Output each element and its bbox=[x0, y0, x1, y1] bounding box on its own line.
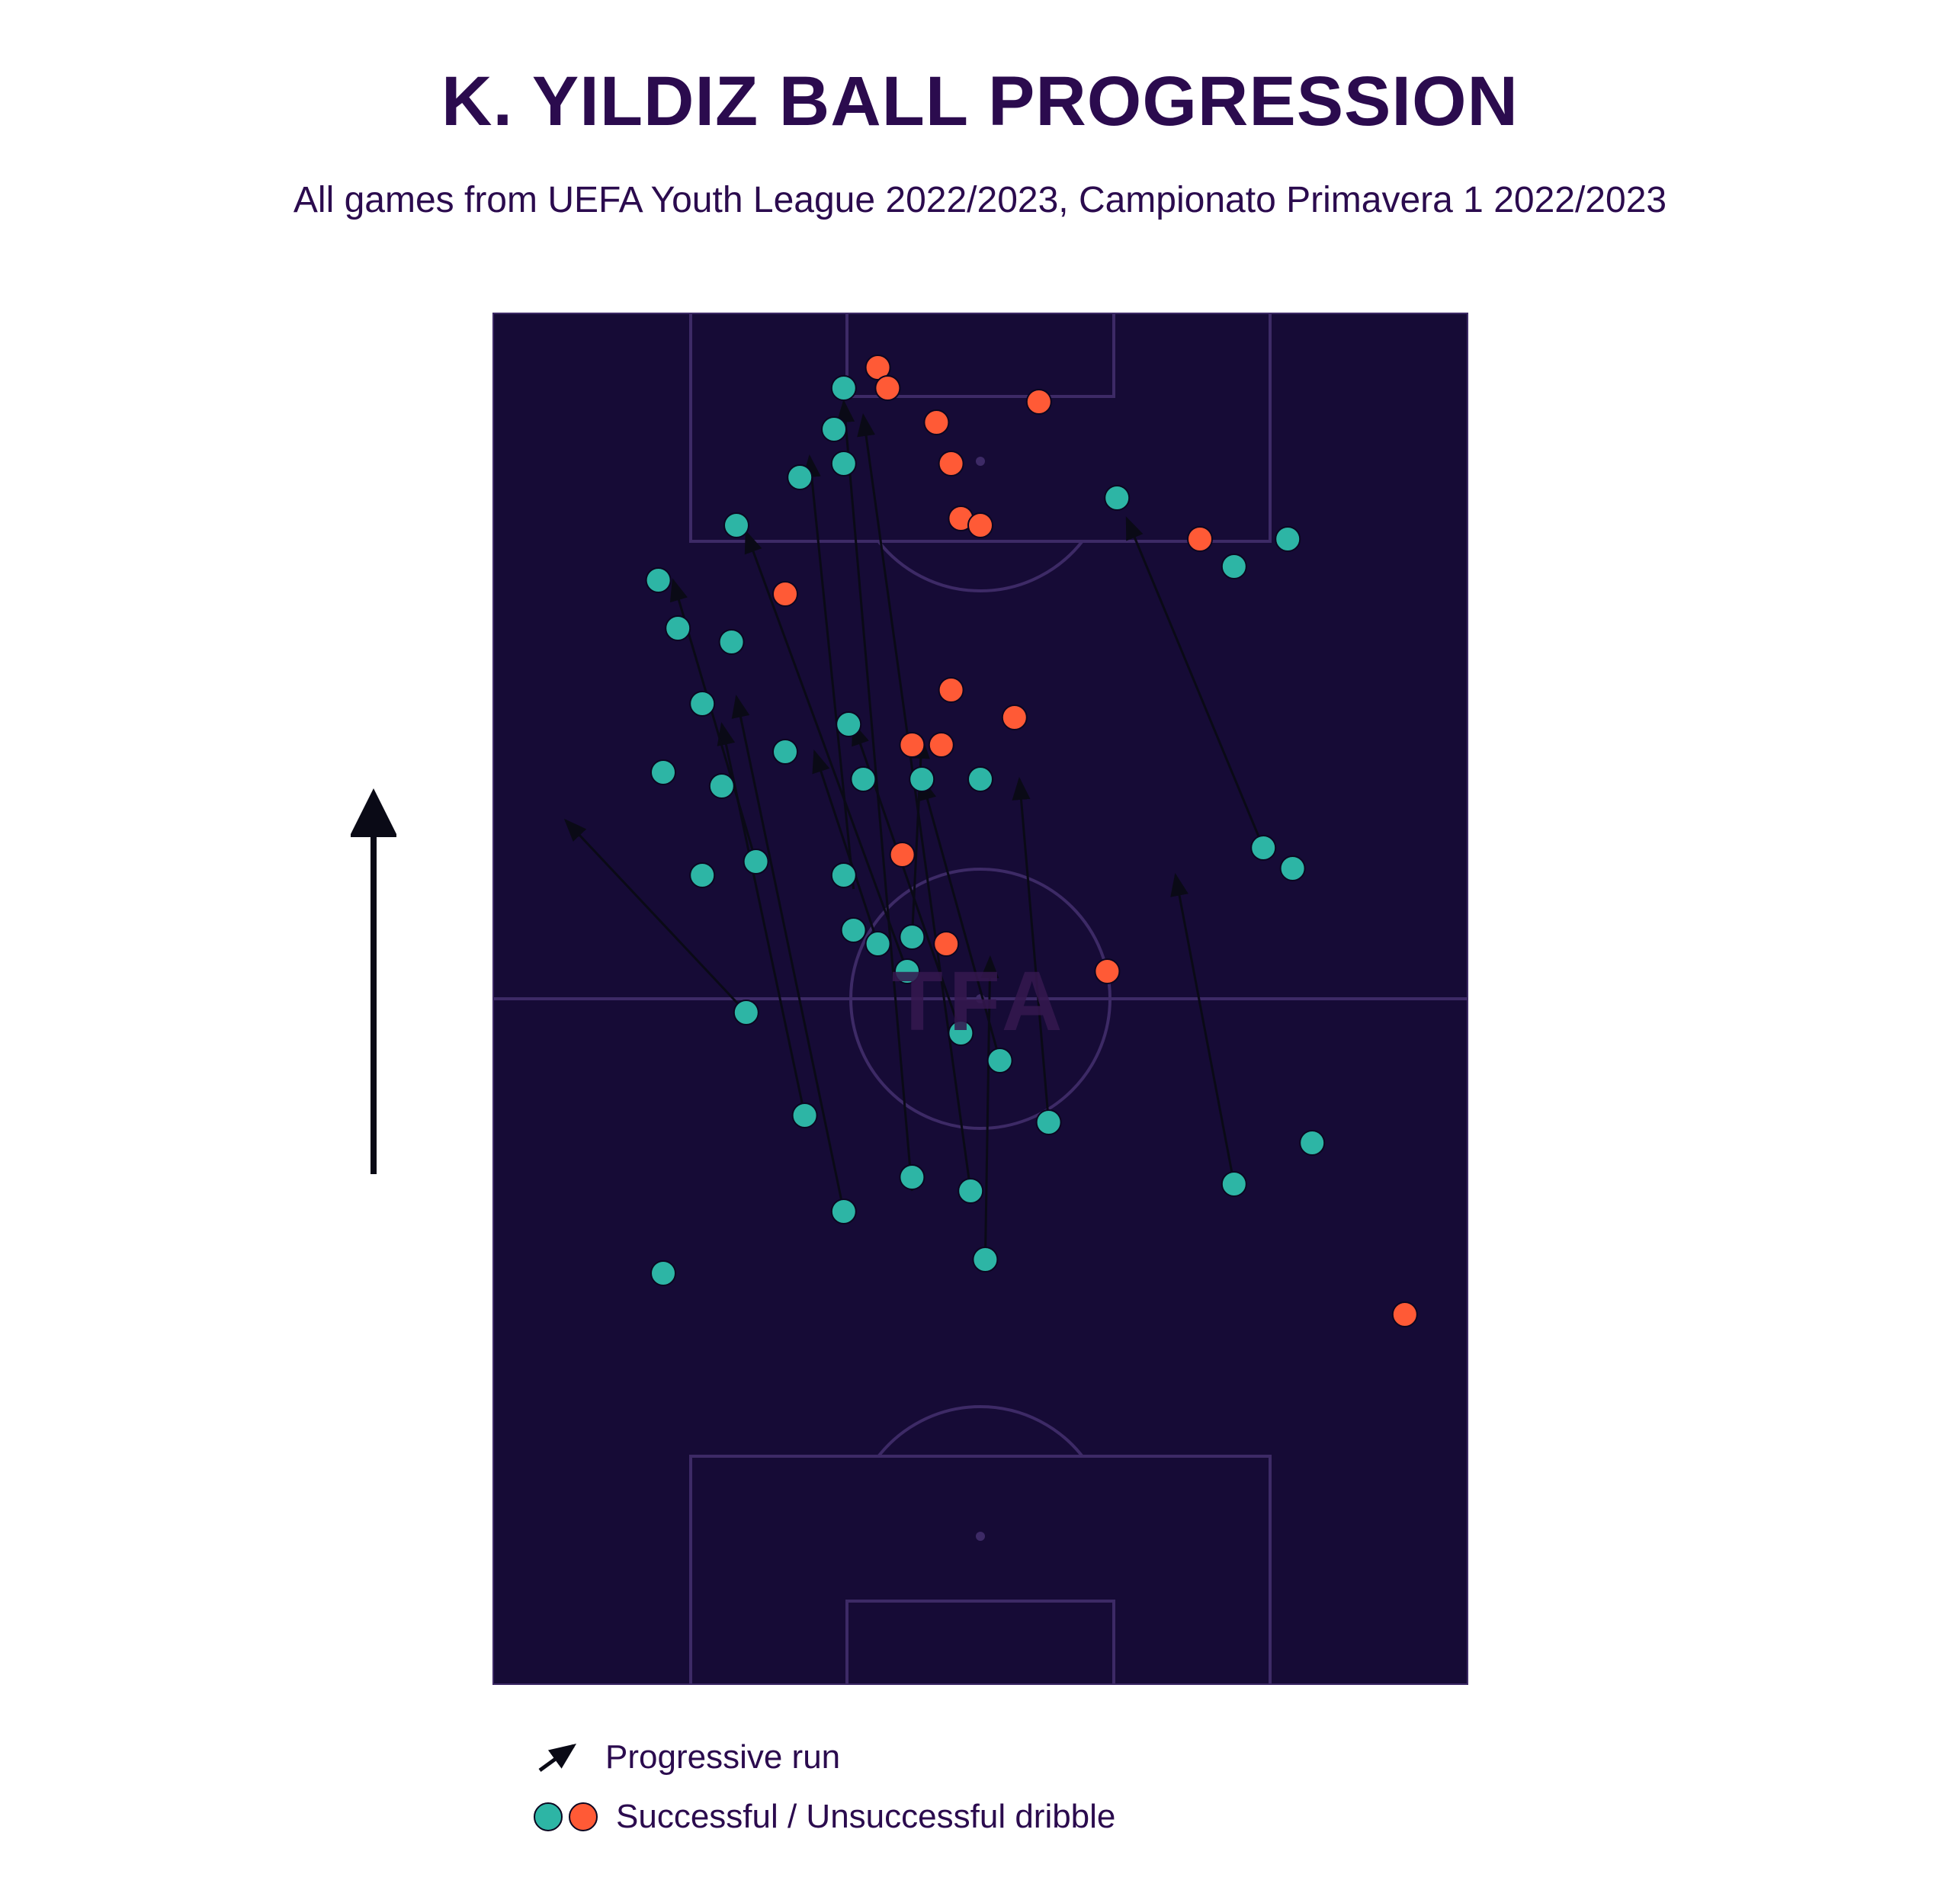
successful-dribble-dot bbox=[851, 767, 875, 791]
chart-title: K. YILDIZ BALL PROGRESSION bbox=[0, 65, 1960, 139]
successful-dribble-dot bbox=[651, 760, 675, 785]
legend-row-progressive-run: Progressive run bbox=[534, 1738, 1115, 1776]
successful-dribble-dot bbox=[666, 616, 690, 640]
unsuccessful-dribble-dot bbox=[773, 582, 797, 606]
successful-dribble-dot bbox=[646, 568, 670, 592]
successful-dribble-dot bbox=[831, 1199, 855, 1224]
unsuccessful-dribble-dot bbox=[1392, 1302, 1416, 1327]
legend: Progressive run Successful / Unsuccessfu… bbox=[534, 1738, 1115, 1857]
successful-dribble-dot bbox=[1221, 1172, 1246, 1196]
attack-direction-arrow-icon bbox=[351, 785, 396, 1182]
unsuccessful-dribble-dot bbox=[929, 733, 953, 757]
legend-label-run: Progressive run bbox=[605, 1738, 840, 1776]
successful-dribble-dot bbox=[651, 1261, 675, 1285]
legend-dot-success-icon bbox=[534, 1802, 563, 1831]
successful-dribble-dot bbox=[948, 1021, 973, 1045]
unsuccessful-dribble-dot bbox=[938, 451, 963, 476]
successful-dribble-dot bbox=[973, 1247, 997, 1272]
unsuccessful-dribble-dot bbox=[890, 842, 914, 867]
successful-dribble-dot bbox=[958, 1179, 983, 1203]
unsuccessful-dribble-dot bbox=[934, 932, 958, 956]
unsuccessful-dribble-dot bbox=[938, 678, 963, 702]
unsuccessful-dribble-dot bbox=[1095, 959, 1119, 984]
successful-dribble-dot bbox=[1251, 836, 1275, 860]
unsuccessful-dribble-dot bbox=[1026, 390, 1051, 414]
successful-dribble-dot bbox=[968, 767, 993, 791]
unsuccessful-dribble-dot bbox=[924, 410, 948, 435]
successful-dribble-dot bbox=[1221, 554, 1246, 579]
successful-dribble-dot bbox=[822, 417, 846, 441]
legend-arrow-icon bbox=[534, 1738, 587, 1776]
successful-dribble-dot bbox=[719, 630, 743, 654]
legend-row-dribble: Successful / Unsuccessful dribble bbox=[534, 1798, 1115, 1836]
successful-dribble-dot bbox=[831, 376, 855, 400]
unsuccessful-dribble-dot bbox=[1188, 527, 1212, 551]
unsuccessful-dribble-dot bbox=[875, 376, 900, 400]
successful-dribble-dot bbox=[831, 863, 855, 887]
successful-dribble-dot bbox=[865, 932, 890, 956]
successful-dribble-dot bbox=[1275, 527, 1300, 551]
successful-dribble-dot bbox=[733, 1000, 758, 1025]
successful-dribble-dot bbox=[900, 1165, 924, 1189]
successful-dribble-dot bbox=[724, 513, 749, 538]
legend-label-dribble: Successful / Unsuccessful dribble bbox=[616, 1798, 1115, 1836]
successful-dribble-dot bbox=[690, 863, 714, 887]
successful-dribble-dot bbox=[743, 849, 768, 874]
successful-dribble-dot bbox=[788, 465, 812, 489]
successful-dribble-dot bbox=[831, 451, 855, 476]
successful-dribble-dot bbox=[900, 925, 924, 949]
successful-dribble-dot bbox=[1300, 1131, 1324, 1155]
successful-dribble-dot bbox=[841, 918, 865, 942]
unsuccessful-dribble-dot bbox=[900, 733, 924, 757]
successful-dribble-dot bbox=[773, 740, 797, 764]
successful-dribble-dot bbox=[792, 1103, 816, 1128]
successful-dribble-dot bbox=[909, 767, 934, 791]
successful-dribble-dot bbox=[987, 1048, 1012, 1073]
successful-dribble-dot bbox=[895, 959, 919, 984]
unsuccessful-dribble-dot bbox=[1002, 705, 1026, 730]
chart-subtitle: All games from UEFA Youth League 2022/20… bbox=[0, 179, 1960, 221]
successful-dribble-dot bbox=[690, 692, 714, 716]
successful-dribble-dot bbox=[1280, 856, 1304, 881]
successful-dribble-dot bbox=[1105, 486, 1129, 510]
successful-dribble-dot bbox=[1036, 1110, 1060, 1134]
successful-dribble-dot bbox=[836, 712, 861, 736]
pitch-container: TFA bbox=[492, 313, 1468, 1685]
successful-dribble-dot bbox=[709, 774, 733, 798]
legend-dot-fail-icon bbox=[569, 1802, 598, 1831]
pitch-svg bbox=[492, 313, 1468, 1685]
unsuccessful-dribble-dot bbox=[968, 513, 993, 538]
chart-canvas: K. YILDIZ BALL PROGRESSION All games fro… bbox=[0, 0, 1960, 1903]
